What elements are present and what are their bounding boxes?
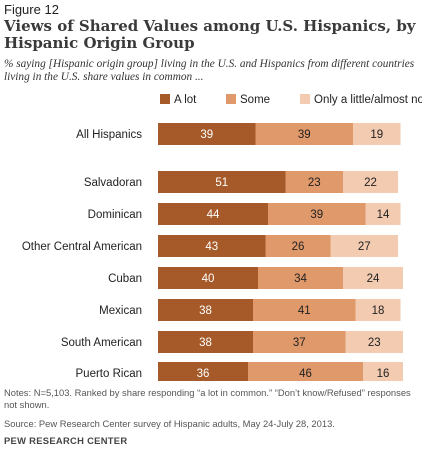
bar-segment xyxy=(365,203,401,225)
bar-segment xyxy=(258,267,343,289)
chart-subtitle: % saying [Hispanic origin group] living … xyxy=(4,58,415,83)
bar-segment xyxy=(255,123,353,145)
bar-segment xyxy=(158,171,286,193)
bar-segment xyxy=(158,123,256,145)
data-label: 37 xyxy=(293,337,306,349)
bar-segment xyxy=(343,171,398,193)
bar-segment xyxy=(330,235,398,257)
bar-segment xyxy=(158,267,258,289)
data-label: 51 xyxy=(215,177,228,189)
chart-source: Source: Pew Research Center survey of Hi… xyxy=(4,418,335,429)
data-label: 39 xyxy=(298,129,311,141)
legend-swatch-0 xyxy=(160,94,170,104)
data-label: 23 xyxy=(308,177,321,189)
bar-segment xyxy=(158,362,248,381)
bar-segment xyxy=(353,123,401,145)
data-label: 38 xyxy=(199,305,212,317)
bar-segment xyxy=(265,235,331,257)
data-label: 27 xyxy=(358,241,371,253)
data-label: 39 xyxy=(200,129,213,141)
bar-segment xyxy=(158,203,268,225)
data-label: 41 xyxy=(298,305,311,317)
bar-segment xyxy=(285,171,343,193)
stacked-bar-chart: A lot Some Only a little/almost nothing All… xyxy=(22,94,422,381)
chart-notes: Notes: N=5,103. Ranked by share respondi… xyxy=(4,387,411,410)
data-label: 24 xyxy=(367,273,380,285)
data-label: 40 xyxy=(202,273,215,285)
bar-segment xyxy=(363,362,403,381)
bar-segment xyxy=(158,235,266,257)
bar-segment xyxy=(253,299,356,321)
data-label: 14 xyxy=(377,209,390,221)
data-label: 34 xyxy=(294,273,307,285)
data-label: 39 xyxy=(310,209,323,221)
data-label: 18 xyxy=(372,305,385,317)
bar-segment xyxy=(253,331,346,353)
bar-segment xyxy=(158,331,253,353)
category-label: All Hispanics xyxy=(76,129,142,141)
bar-segment xyxy=(248,362,363,381)
category-label: South American xyxy=(61,337,142,349)
bar-segment xyxy=(268,203,366,225)
figure-label: Figure 12 xyxy=(4,2,59,17)
bar-segment xyxy=(158,299,253,321)
category-label: Mexican xyxy=(99,305,142,317)
data-label: 19 xyxy=(370,129,383,141)
legend-swatch-2 xyxy=(300,94,310,104)
category-label: Cuban xyxy=(108,273,142,285)
data-label: 22 xyxy=(364,177,377,189)
data-label: 23 xyxy=(368,337,381,349)
data-label: 26 xyxy=(292,241,305,253)
data-label: 38 xyxy=(199,337,212,349)
data-label: 36 xyxy=(197,368,210,380)
bar-segment xyxy=(345,331,403,353)
footer-credit: PEW RESEARCH CENTER xyxy=(4,435,128,446)
data-label: 43 xyxy=(205,241,218,253)
category-label: Other Central American xyxy=(22,241,142,253)
legend-swatch-1 xyxy=(226,94,236,104)
category-label: Salvadoran xyxy=(84,177,142,189)
legend-label-2: Only a little/almost nothing xyxy=(314,94,422,106)
chart-title: Views of Shared Values among U.S. Hispan… xyxy=(4,17,416,52)
legend-label-1: Some xyxy=(240,94,270,106)
legend-label-0: A lot xyxy=(174,94,197,106)
data-label: 16 xyxy=(377,368,390,380)
data-label: 44 xyxy=(207,209,220,221)
bar-segment xyxy=(343,267,403,289)
category-label: Puerto Rican xyxy=(76,368,142,380)
category-label: Dominican xyxy=(88,209,142,221)
data-label: 46 xyxy=(299,368,312,380)
bar-segment xyxy=(355,299,401,321)
